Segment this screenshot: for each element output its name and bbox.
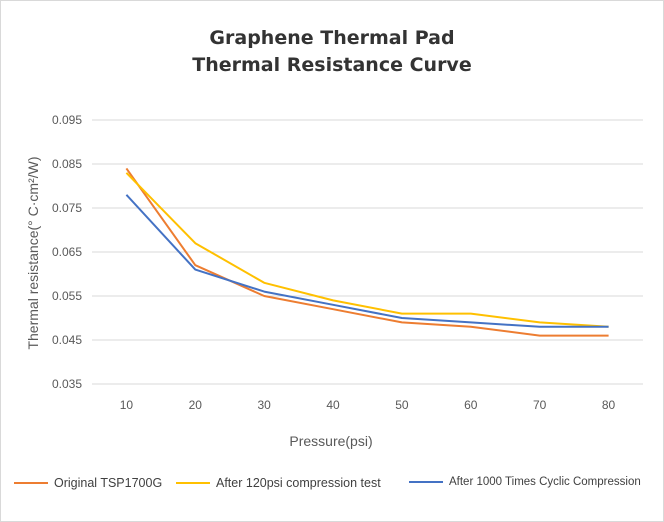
legend-swatch-after-120psi bbox=[176, 482, 210, 484]
x-tick-label: 10 bbox=[120, 398, 134, 412]
legend-item-after-1000-cycles: After 1000 Times Cyclic Compression bbox=[409, 476, 641, 488]
y-tick-label: 0.035 bbox=[52, 377, 82, 391]
legend-item-after-120psi: After 120psi compression test bbox=[176, 476, 381, 490]
y-tick-labels: 0.035 0.045 0.055 0.065 0.075 0.085 0.095 bbox=[52, 113, 82, 391]
chart-title-line-2: Thermal Resistance Curve bbox=[192, 54, 472, 76]
chart-title-line-1: Graphene Thermal Pad bbox=[209, 27, 455, 49]
x-axis-label: Pressure(psi) bbox=[289, 433, 372, 449]
y-axis-label: Thermal resistance(° C·cm²/W) bbox=[25, 156, 41, 349]
legend-label-after-120psi: After 120psi compression test bbox=[216, 476, 381, 490]
line-chart: 0.035 0.045 0.055 0.065 0.075 0.085 0.095 10 20… bbox=[25, 113, 643, 449]
y-tick-label: 0.085 bbox=[52, 157, 82, 171]
y-tick-label: 0.065 bbox=[52, 245, 82, 259]
legend-swatch-original bbox=[14, 482, 48, 484]
series-line-after-120psi bbox=[125, 172, 609, 328]
x-tick-label: 20 bbox=[189, 398, 203, 412]
y-tick-label: 0.045 bbox=[52, 333, 82, 347]
x-tick-label: 60 bbox=[464, 398, 478, 412]
x-tick-label: 50 bbox=[395, 398, 409, 412]
y-tick-label: 0.055 bbox=[52, 289, 82, 303]
legend-label-after-1000-cycles: After 1000 Times Cyclic Compression bbox=[449, 476, 641, 488]
series-line-after-1000-cycles bbox=[125, 194, 609, 328]
legend: Original TSP1700G After 120psi compressi… bbox=[0, 476, 664, 494]
series-line-original bbox=[125, 167, 609, 337]
y-tick-label: 0.075 bbox=[52, 201, 82, 215]
legend-item-original: Original TSP1700G bbox=[14, 476, 162, 490]
x-tick-label: 80 bbox=[602, 398, 616, 412]
legend-label-original: Original TSP1700G bbox=[54, 476, 163, 490]
x-tick-label: 70 bbox=[533, 398, 547, 412]
series-lines bbox=[125, 167, 609, 337]
x-tick-labels: 10 20 30 40 50 60 70 80 bbox=[120, 398, 616, 412]
y-tick-label: 0.095 bbox=[52, 113, 82, 127]
legend-swatch-after-1000-cycles bbox=[409, 481, 443, 483]
gridlines bbox=[92, 119, 643, 385]
x-tick-label: 30 bbox=[258, 398, 272, 412]
x-tick-label: 40 bbox=[326, 398, 340, 412]
